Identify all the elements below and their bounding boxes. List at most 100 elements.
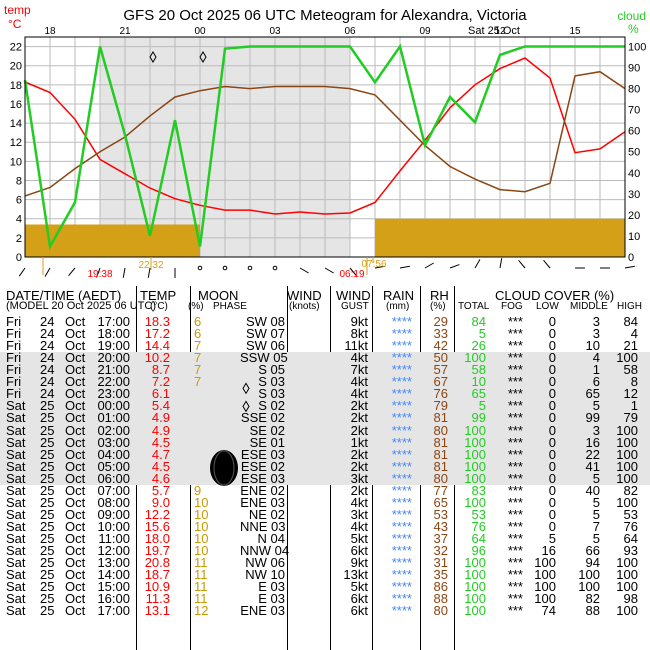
wind-barb-icon xyxy=(518,260,526,269)
cell-rain: **** xyxy=(391,470,412,486)
cell-d: Sat xyxy=(6,446,26,462)
cell-rh: 86 xyxy=(433,579,448,595)
hdr-wind-unit: (knots) xyxy=(289,301,320,312)
cell-t: 18:00 xyxy=(97,326,130,342)
cell-low: 0 xyxy=(548,458,556,474)
cell-rain: **** xyxy=(391,555,412,571)
cell-mid: 82 xyxy=(585,591,600,607)
cell-moon: 10 xyxy=(194,506,209,522)
cell-total: 53 xyxy=(471,506,486,522)
left-tick-label: 20 xyxy=(10,61,22,73)
cell-d: Sat xyxy=(6,591,26,607)
cell-n: 25 xyxy=(40,410,55,426)
cell-d: Fri xyxy=(6,386,22,402)
cell-rain: **** xyxy=(391,386,412,402)
cell-rain: **** xyxy=(391,506,412,522)
table-row: Sat 25 Oct 13:00 20.8 11 NW 06 9kt **** 31 100 *** 1… xyxy=(0,555,650,571)
cell-mid: 7 xyxy=(592,519,600,535)
cell-rh: 79 xyxy=(433,398,448,414)
cell-moon: 11 xyxy=(194,591,208,607)
cell-wind: N 04 xyxy=(257,531,285,547)
precip-bar xyxy=(550,218,575,257)
cell-low: 0 xyxy=(548,362,556,378)
cell-rain: **** xyxy=(391,519,412,535)
cell-low: 0 xyxy=(548,434,556,450)
cell-wind: ENE 02 xyxy=(240,482,285,498)
cell-moon: 12 xyxy=(194,603,209,619)
cell-high: 100 xyxy=(616,555,638,571)
cell-wind: SSE 02 xyxy=(240,410,285,426)
cell-wind: ENE 03 xyxy=(240,494,285,510)
cell-wind: SW 07 xyxy=(245,326,285,342)
cell-temp: 4.9 xyxy=(151,422,170,438)
cell-temp: 17.2 xyxy=(144,326,170,342)
cell-wind: NW 06 xyxy=(245,555,285,571)
x-tick-label: 21 xyxy=(119,26,131,37)
cell-d: Sat xyxy=(6,519,26,535)
cell-total: 65 xyxy=(471,386,486,402)
cell-fog: *** xyxy=(507,362,523,378)
hdr-rh-unit: (%) xyxy=(430,301,446,312)
left-tick-label: 18 xyxy=(10,80,22,92)
cell-gust: 2kt xyxy=(350,446,368,462)
cell-m: Oct xyxy=(65,567,86,583)
star-icon xyxy=(149,51,157,63)
cell-mid: 40 xyxy=(585,482,600,498)
table-row: Fri 24 Oct 21:00 8.7 7 S 05 7kt **** 57 58 *** 0 1 58 xyxy=(0,362,650,378)
calm-wind-icon xyxy=(247,265,253,271)
cell-temp: 10.9 xyxy=(144,579,170,595)
x-tick-label: 00 xyxy=(194,26,206,37)
table-row: Sat 25 Oct 11:00 18.0 10 N 04 5kt **** 37 64 *** 5 5 6… xyxy=(0,531,650,547)
cell-low: 0 xyxy=(548,326,556,342)
cell-n: 25 xyxy=(40,482,55,498)
cell-high: 64 xyxy=(623,531,638,547)
cell-high: 1 xyxy=(630,398,638,414)
cell-fog: *** xyxy=(507,350,523,366)
cell-high: 100 xyxy=(616,458,638,474)
cell-fog: *** xyxy=(507,494,523,510)
hdr-cloud: CLOUD COVER (%) xyxy=(495,288,615,303)
cell-t: 04:00 xyxy=(97,446,130,462)
cell-rh: 81 xyxy=(433,458,448,474)
cell-mid: 4 xyxy=(592,350,600,366)
cell-temp: 7.2 xyxy=(151,374,170,390)
cell-n: 24 xyxy=(40,350,55,366)
cell-temp: 18.3 xyxy=(144,314,170,329)
cell-d: Fri xyxy=(6,326,22,342)
cell-rain: **** xyxy=(391,603,412,619)
wind-barb-icon xyxy=(543,260,551,269)
cell-t: 23:00 xyxy=(97,386,130,402)
cell-low: 0 xyxy=(548,422,556,438)
cell-m: Oct xyxy=(65,494,86,510)
cell-m: Oct xyxy=(65,338,86,354)
hdr-wind: WIND xyxy=(287,288,322,303)
cell-fog: *** xyxy=(507,314,523,329)
cell-n: 25 xyxy=(40,519,55,535)
cell-rh: 53 xyxy=(433,506,448,522)
cell-t: 02:00 xyxy=(97,422,130,438)
cell-m: Oct xyxy=(65,579,86,595)
chart-title: GFS 20 Oct 2025 06 UTC Meteogram for Ale… xyxy=(123,7,527,24)
cell-fog: *** xyxy=(507,506,523,522)
cell-total: 100 xyxy=(464,422,486,438)
left-tick-label: 8 xyxy=(16,175,22,187)
cell-high: 8 xyxy=(630,374,638,390)
cell-d: Sat xyxy=(6,543,26,559)
cell-temp: 5.4 xyxy=(151,398,170,414)
table-row: Fri 24 Oct 18:00 17.2 6 SW 07 8kt **** 33 5 *** 0 3 4 xyxy=(0,326,650,342)
cell-rh: 88 xyxy=(433,591,448,607)
precip-bar xyxy=(500,218,525,257)
hdr-wind2: WIND xyxy=(336,288,371,303)
cell-wind: ESE 02 xyxy=(240,458,285,474)
cell-t: 07:00 xyxy=(97,482,130,498)
cell-m: Oct xyxy=(65,446,86,462)
precip-bar xyxy=(525,218,550,257)
cell-wind: SSW 05 xyxy=(240,350,288,366)
cell-total: 96 xyxy=(471,543,486,559)
cell-mid: 5 xyxy=(592,506,600,522)
moonrise-time: 07:56 xyxy=(361,259,386,270)
right-unit-top: cloud xyxy=(617,9,646,23)
cell-low: 0 xyxy=(548,410,556,426)
cell-mid: 1 xyxy=(592,362,600,378)
table-row: Fri 24 Oct 19:00 14.4 7 SW 06 11kt **** 42 26 *** 0 1… xyxy=(0,338,650,354)
